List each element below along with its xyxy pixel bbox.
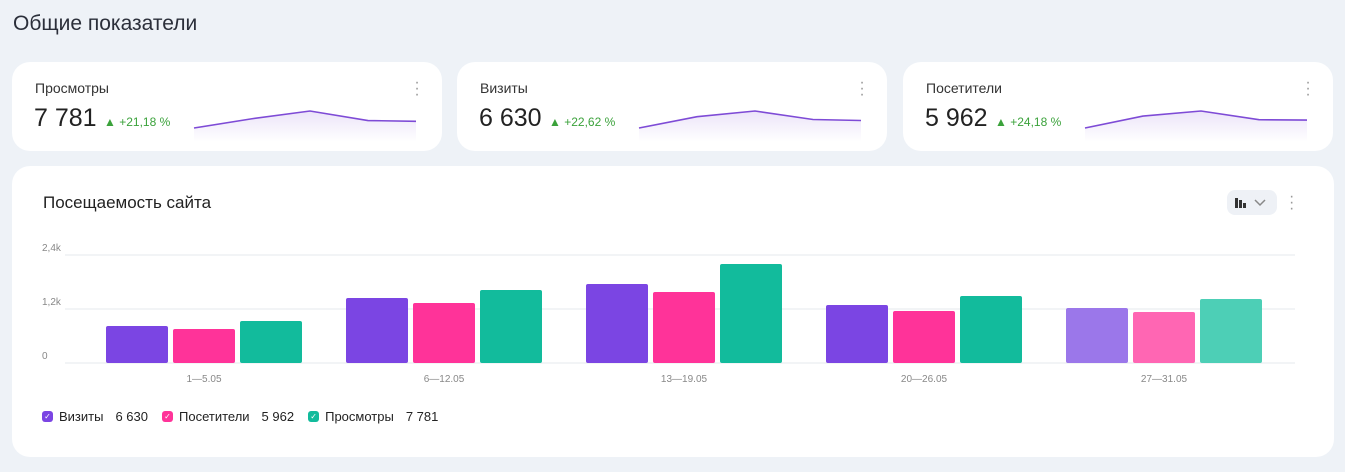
sparkline [193, 110, 416, 142]
kpi-card-views: Просмотры 7 781 ▲ +21,18 % · · · [12, 62, 442, 151]
kpi-value: 7 781 [34, 104, 97, 132]
legend-total: 5 962 [261, 409, 295, 424]
kpi-change: ▲ +22,62 % [549, 115, 616, 129]
kpi-value: 5 962 [925, 104, 988, 132]
checkbox-checked-icon[interactable]: ✓ [42, 411, 53, 422]
x-tick-label: 13—19.05 [661, 374, 708, 385]
kpi-card-visitors: Посетители 5 962 ▲ +24,18 % · · · [903, 62, 1333, 151]
legend-item-views[interactable]: ✓ Просмотры 7 781 [308, 409, 438, 424]
page-title: Общие показатели [13, 12, 198, 35]
bar-0-0 [106, 326, 168, 363]
checkbox-checked-icon[interactable]: ✓ [162, 411, 173, 422]
legend-label: Посетители [179, 409, 250, 424]
chart-type-dropdown[interactable] [1227, 190, 1277, 215]
sparkline-area [194, 111, 416, 142]
more-menu-icon[interactable]: · · · [1289, 188, 1295, 217]
legend-item-visits[interactable]: ✓ Визиты 6 630 [42, 409, 148, 424]
sparkline-area [1085, 111, 1307, 142]
chart-legend: ✓ Визиты 6 630 ✓ Посетители 5 962 ✓ Просмотры… [42, 409, 452, 424]
x-tick-label: 27—31.05 [1141, 374, 1188, 385]
bar-2-3 [960, 295, 1022, 363]
y-tick-label: 2,4k [42, 243, 62, 254]
legend-label: Просмотры [325, 409, 394, 424]
bar-chart: 0 1,2k 2,4k 1—5.05 6—12.05 13—19.05 20—26.05 27… [42, 243, 1295, 385]
sparkline [638, 110, 861, 142]
bar-1-0 [173, 329, 235, 363]
kpi-change: ▲ +21,18 % [104, 115, 171, 129]
more-menu-icon[interactable]: · · · [1305, 74, 1311, 103]
bar-2-2 [720, 264, 782, 363]
y-tick-label: 0 [42, 351, 48, 362]
bar-1-3 [893, 310, 955, 363]
bar-chart-icon [1235, 198, 1266, 208]
sparkline [1084, 110, 1307, 142]
bar-0-3 [826, 304, 888, 363]
traffic-panel: Посещаемость сайта · · · 0 1,2k 2,4k 1—5.05 6—… [12, 166, 1334, 457]
y-tick-label: 1,2k [42, 297, 62, 308]
bar-0-1 [346, 298, 408, 363]
bar-1-2 [653, 291, 715, 363]
sparkline-area [639, 111, 861, 142]
panel-title: Посещаемость сайта [43, 193, 212, 212]
kpi-label: Визиты [480, 80, 528, 96]
sparkline-line [193, 110, 416, 129]
bar-0-2 [586, 284, 648, 363]
legend-label: Визиты [59, 409, 104, 424]
x-tick-label: 1—5.05 [186, 374, 221, 385]
sparkline-line [1084, 110, 1307, 129]
bar-2-4 [1200, 299, 1262, 363]
x-tick-label: 20—26.05 [901, 374, 948, 385]
kpi-value: 6 630 [479, 104, 542, 132]
legend-total: 7 781 [405, 409, 439, 424]
bar-2-1 [480, 290, 542, 363]
more-menu-icon[interactable]: · · · [414, 74, 420, 103]
x-tick-label: 6—12.05 [424, 374, 465, 385]
chevron-down-icon [1254, 199, 1266, 207]
bar-0-4 [1066, 308, 1128, 363]
bar-1-4 [1133, 312, 1195, 363]
legend-item-visitors[interactable]: ✓ Посетители 5 962 [162, 409, 294, 424]
bar-2-0 [240, 321, 302, 363]
legend-total: 6 630 [115, 409, 148, 424]
bar-1-1 [413, 303, 475, 363]
sparkline-line [638, 110, 861, 129]
kpi-change: ▲ +24,18 % [995, 115, 1062, 129]
more-menu-icon[interactable]: · · · [859, 74, 865, 103]
checkbox-checked-icon[interactable]: ✓ [308, 411, 320, 422]
kpi-card-visits: Визиты 6 630 ▲ +22,62 % · · · [457, 62, 887, 151]
kpi-label: Просмотры [35, 80, 109, 96]
kpi-label: Посетители [926, 80, 1002, 96]
